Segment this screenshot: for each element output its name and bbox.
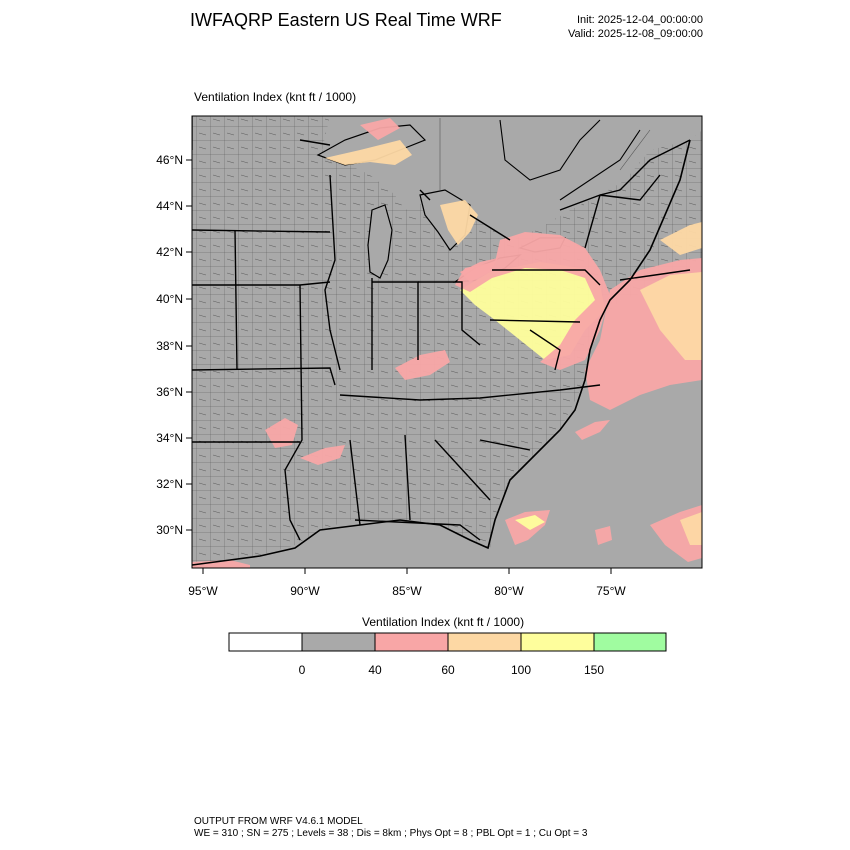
fill-huron [440, 200, 478, 245]
lake-michigan [367, 204, 393, 279]
fill-pa-pink-border [455, 232, 610, 370]
fill-ky-patch [395, 350, 450, 380]
lat-label: 46°N [156, 153, 183, 167]
model-info-line-1: OUTPUT FROM WRF V4.6.1 MODEL [194, 816, 363, 827]
lat-label: 38°N [156, 339, 183, 353]
fill-atlantic-yellow [640, 272, 702, 360]
lon-label: 90°W [290, 584, 320, 598]
legend-bin [593, 632, 667, 652]
fill-erie-west [460, 258, 498, 282]
lat-label: 32°N [156, 477, 183, 491]
lon-label: 85°W [392, 584, 422, 598]
canada-provinces [439, 118, 651, 190]
map-plot-area [192, 116, 702, 568]
map-field-label: Ventilation Index (knt ft / 1000) [194, 90, 357, 104]
legend-bin [301, 632, 376, 652]
legend-break-label: 150 [584, 663, 604, 677]
lat-label: 42°N [156, 245, 183, 259]
model-info-line-2: WE = 310 ; SN = 275 ; Levels = 38 ; Dis … [194, 828, 588, 839]
legend-break-label: 0 [299, 663, 306, 677]
fill-gulf-maine [660, 222, 702, 255]
legend-break-label: 60 [441, 663, 455, 677]
valid-time: Valid: 2025-12-08_09:00:00 [568, 28, 703, 40]
fill-ms-patch [300, 445, 345, 465]
map-frame [191, 115, 703, 569]
lat-label: 40°N [156, 292, 183, 306]
lon-label: 75°W [596, 584, 626, 598]
init-time: Init: 2025-12-04_00:00:00 [577, 14, 703, 26]
lon-tick-marks [202, 568, 612, 574]
lon-label: 95°W [188, 584, 218, 598]
fill-se-offshore-2 [515, 515, 545, 530]
ventilation-fill-areas [192, 118, 702, 568]
fill-nc-offshore [575, 420, 610, 440]
legend-bin [228, 632, 303, 652]
state-boundaries [192, 174, 691, 541]
run-time-info: Init: 2025-12-04_00:00:00 Valid: 2025-12… [568, 13, 703, 41]
legend-break-label: 40 [368, 663, 382, 677]
lat-tick-marks [186, 159, 192, 531]
legend-bin [520, 632, 595, 652]
legend-bin [447, 632, 522, 652]
legend-bin [374, 632, 449, 652]
fill-se-offshore-4 [680, 512, 702, 545]
legend-break-label: 100 [511, 663, 531, 677]
fill-se-offshore-5 [595, 526, 612, 545]
lat-label: 34°N [156, 431, 183, 445]
fill-gulf-patch [192, 560, 250, 568]
international-border [192, 116, 691, 241]
fill-superior-east [360, 118, 400, 140]
legend-colorbar [228, 632, 667, 652]
atlantic-gulf-coastline [192, 139, 691, 566]
legend-title: Ventilation Index (knt ft / 1000) [362, 615, 525, 629]
lat-label: 30°N [156, 523, 183, 537]
fill-superior [325, 140, 412, 165]
lat-label: 44°N [156, 199, 183, 213]
page-title: IWFAQRP Eastern US Real Time WRF [190, 10, 502, 30]
lat-label: 36°N [156, 385, 183, 399]
lon-label: 80°W [494, 584, 524, 598]
canada-coast [499, 119, 641, 201]
fill-ar-patch [265, 418, 298, 448]
